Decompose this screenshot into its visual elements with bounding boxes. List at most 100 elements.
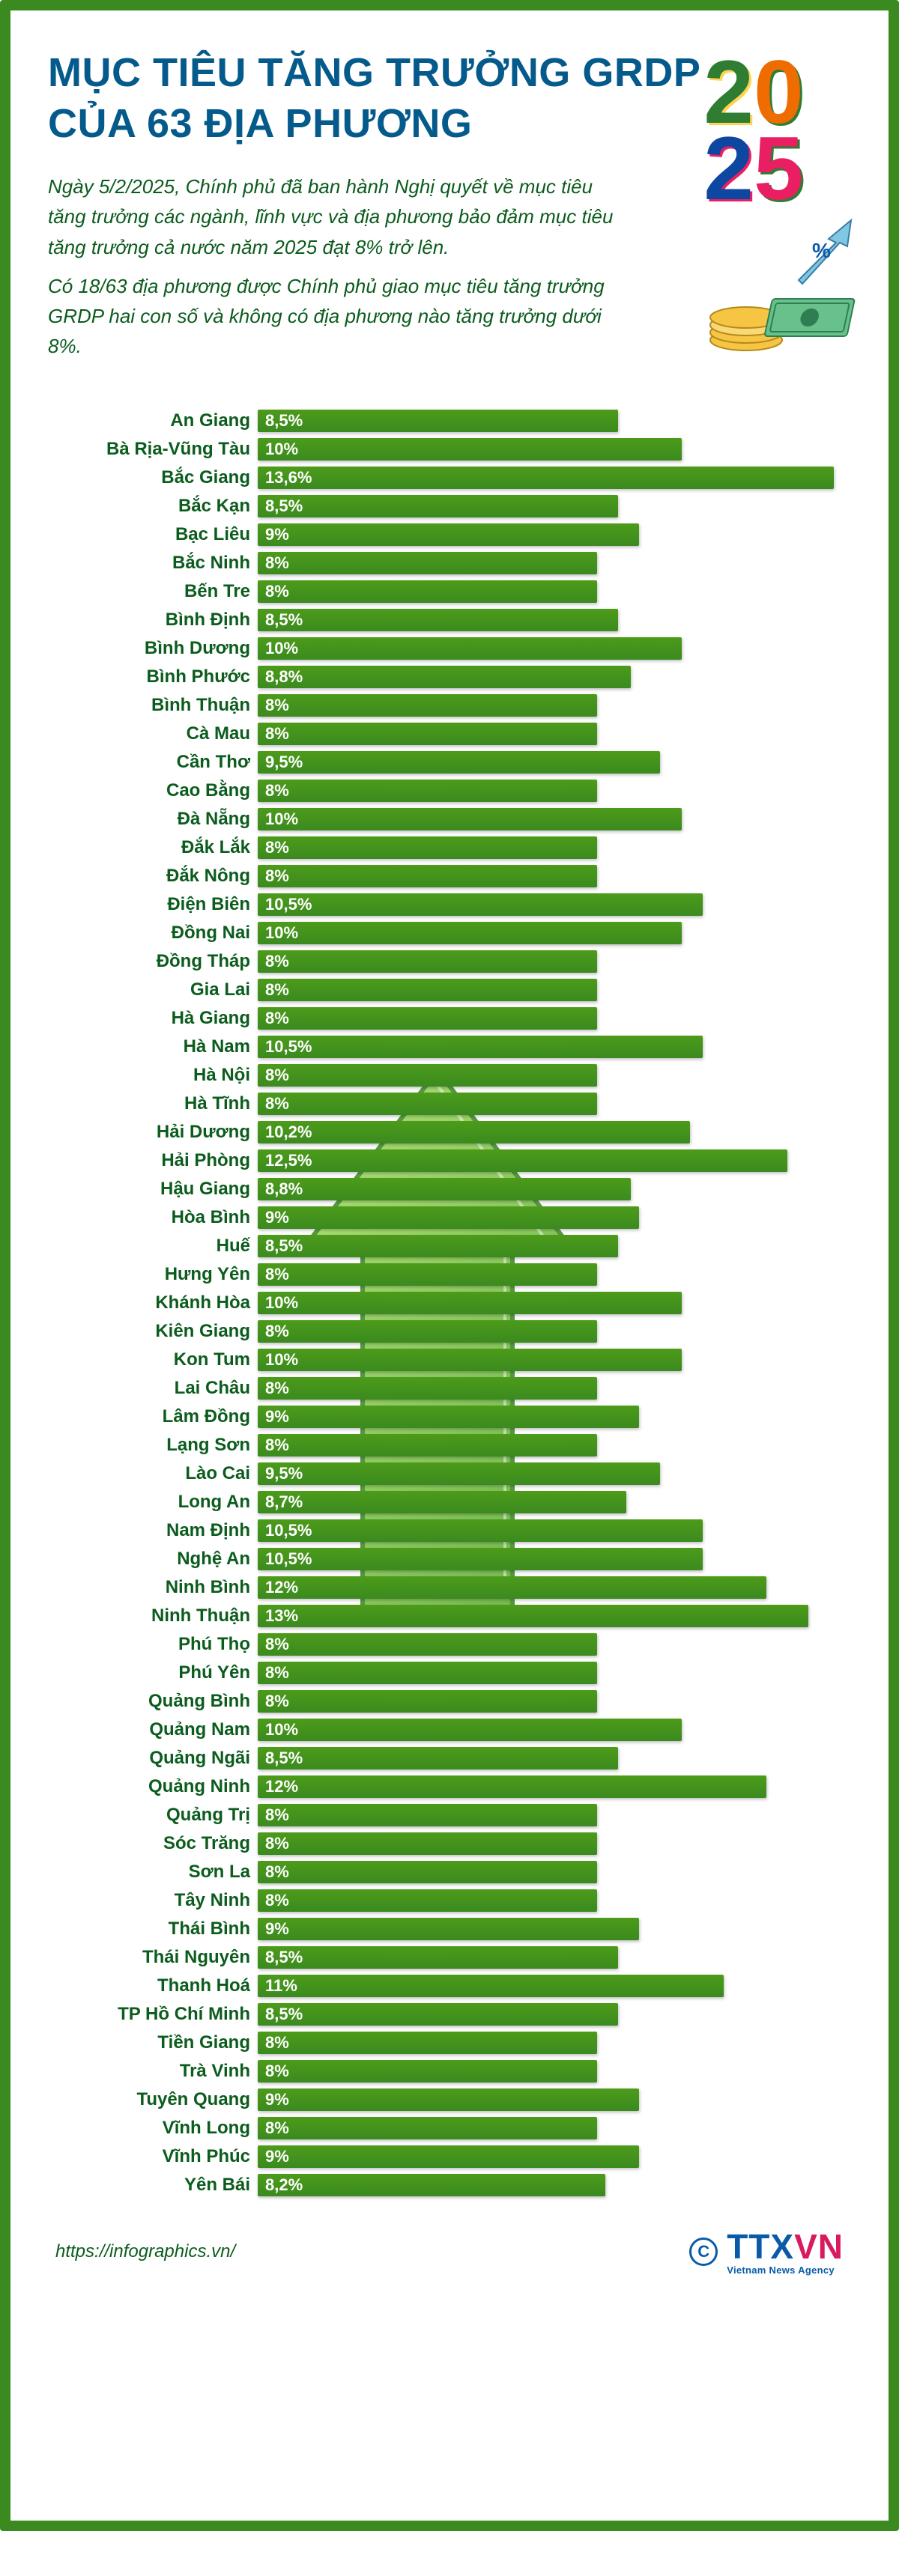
bar-track: 8% [258,1377,851,1400]
bar-track: 9% [258,2145,851,2168]
province-label: Bắc Giang [48,467,258,488]
chart-row: Đồng Nai10% [48,919,851,947]
bar: 12,5% [258,1149,787,1172]
chart-row: Thái Nguyên8,5% [48,1943,851,1972]
chart-row: Hà Nam10,5% [48,1033,851,1061]
bar-track: 10,5% [258,1548,851,1570]
bar-track: 9% [258,1206,851,1229]
bar-track: 9% [258,1918,851,1940]
bar: 8% [258,723,597,745]
bar-track: 8,7% [258,1491,851,1513]
bar: 10% [258,637,682,660]
agency-attribution: C TTXVN Vietnam News Agency [689,2229,844,2275]
bar: 8% [258,1320,597,1343]
chart-row: Hòa Bình9% [48,1203,851,1232]
bar: 8% [258,1662,597,1684]
chart-row: Hà Nội8% [48,1061,851,1090]
chart-row: Quảng Trị8% [48,1801,851,1829]
bar-track: 8% [258,836,851,859]
bar: 8,5% [258,609,618,631]
province-label: Vĩnh Phúc [48,2146,258,2167]
bar: 11% [258,1975,724,1997]
bar-track: 12% [258,1576,851,1599]
chart-row: Thanh Hoá11% [48,1972,851,2000]
bar-track: 8% [258,1320,851,1343]
province-label: Huế [48,1236,258,1257]
province-label: Hòa Bình [48,1207,258,1228]
province-label: Quảng Trị [48,1805,258,1826]
chart-row: Bắc Ninh8% [48,549,851,577]
bar-track: 8% [258,2117,851,2139]
bar-track: 8% [258,2060,851,2083]
chart-row: Quảng Ngãi8,5% [48,1744,851,1772]
chart-row: Long An8,7% [48,1488,851,1516]
province-label: Yên Bái [48,2175,258,2196]
bar: 8,5% [258,2003,618,2026]
bar-track: 9,5% [258,1462,851,1485]
bar-track: 10% [258,1719,851,1741]
province-label: Khánh Hòa [48,1292,258,1313]
province-label: Phú Yên [48,1662,258,1683]
province-label: Hà Tĩnh [48,1093,258,1114]
bar: 8% [258,580,597,603]
province-label: Hưng Yên [48,1264,258,1285]
bar-track: 8,5% [258,1747,851,1770]
province-label: Nam Định [48,1520,258,1541]
bar-track: 10,2% [258,1121,851,1143]
bar-track: 8,2% [258,2174,851,2196]
chart-row: Lai Châu8% [48,1374,851,1403]
bar-track: 8% [258,1832,851,1855]
bar-track: 8,5% [258,1235,851,1257]
bar: 13,6% [258,467,834,489]
bar-track: 8% [258,694,851,717]
bar: 8% [258,1263,597,1286]
province-label: Thái Bình [48,1919,258,1939]
bar: 8,5% [258,495,618,517]
province-label: Đắk Nông [48,866,258,887]
bar: 10,5% [258,893,703,916]
agency-name-part2: VN [794,2227,844,2266]
chart-row: An Giang8,5% [48,407,851,435]
bar: 8% [258,2117,597,2139]
bar: 10% [258,1292,682,1314]
chart-row: Sóc Trăng8% [48,1829,851,1858]
footer: https://infographics.vn/ C TTXVN Vietnam… [48,2229,851,2275]
intro-paragraph-1: Ngày 5/2/2025, Chính phủ đã ban hành Ngh… [48,171,617,262]
bar-track: 8% [258,1633,851,1656]
province-label: Tuyên Quang [48,2089,258,2110]
bar-track: 10,5% [258,893,851,916]
province-label: Vĩnh Long [48,2118,258,2139]
province-label: Hà Nội [48,1065,258,1086]
money-growth-icon: % [701,205,866,355]
chart-row: Trà Vinh8% [48,2057,851,2086]
bar-track: 9% [258,1406,851,1428]
province-label: Quảng Ngãi [48,1748,258,1769]
bar-track: 8% [258,1007,851,1030]
bar-track: 8,5% [258,2003,851,2026]
bar: 9% [258,1918,639,1940]
bar-track: 8,5% [258,495,851,517]
province-label: Bình Dương [48,638,258,659]
chart-row: Cần Thơ9,5% [48,748,851,777]
bar-track: 8% [258,979,851,1001]
frame: MỤC TIÊU TĂNG TRƯỞNG GRDP CỦA 63 ĐỊA PHƯ… [0,0,899,2531]
intro-paragraph-2: Có 18/63 địa phương được Chính phủ giao … [48,271,617,362]
chart-row: Kiên Giang8% [48,1317,851,1346]
bar-track: 9,5% [258,751,851,774]
chart-row: Lâm Đồng9% [48,1403,851,1431]
bar: 8,5% [258,1946,618,1969]
bar-track: 13,6% [258,467,851,489]
source-url: https://infographics.vn/ [55,2241,235,2262]
province-label: Ninh Bình [48,1577,258,1598]
year-2025-badge: 20 25 [656,33,851,228]
bar: 10% [258,1349,682,1371]
bar-track: 8% [258,1263,851,1286]
province-label: Bình Định [48,610,258,631]
province-label: Hà Nam [48,1036,258,1057]
province-label: Lâm Đồng [48,1406,258,1427]
bar: 12% [258,1775,766,1798]
bar: 8% [258,979,597,1001]
bar: 10% [258,808,682,830]
chart-row: Quảng Bình8% [48,1687,851,1716]
bar: 10% [258,1719,682,1741]
